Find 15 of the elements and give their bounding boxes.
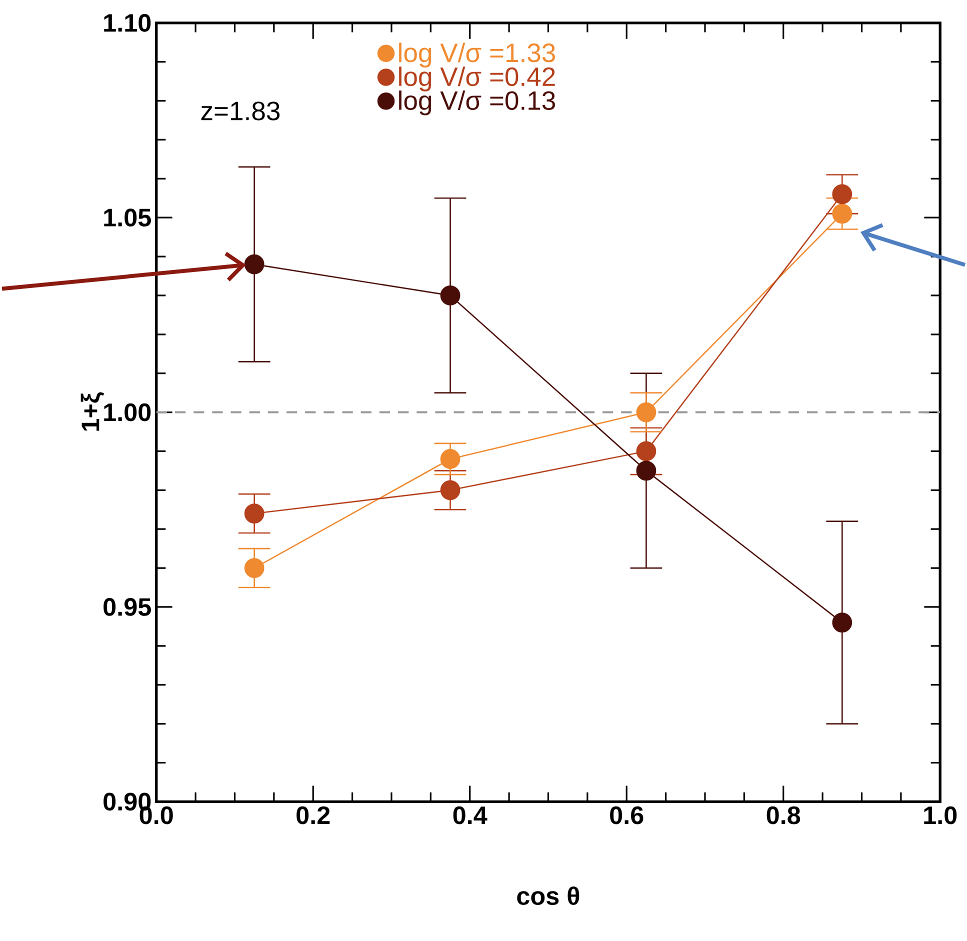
x-tick-label: 0.4 [453,806,488,824]
legend-label: log V/σ =0.13 [399,90,555,116]
annotation: z=1.83 [201,102,280,120]
y-axis-title: 1+ξ [80,392,104,431]
y-tick-label: 1.05 [104,208,151,226]
y-tick-label: 0.95 [104,598,151,616]
x-tick-label: 0.6 [610,806,644,824]
x-axis-title: cos θ [517,886,580,905]
y-tick-label: 1.10 [104,14,151,32]
x-tick-label: 0.8 [766,806,800,824]
legend-label: log V/σ =1.33 [399,42,555,68]
x-tick-label: 1.0 [924,806,957,824]
x-tick-label: 0.2 [296,806,330,824]
legend-label: log V/σ =0.42 [399,66,555,92]
y-tick-label: 1.00 [104,403,151,422]
